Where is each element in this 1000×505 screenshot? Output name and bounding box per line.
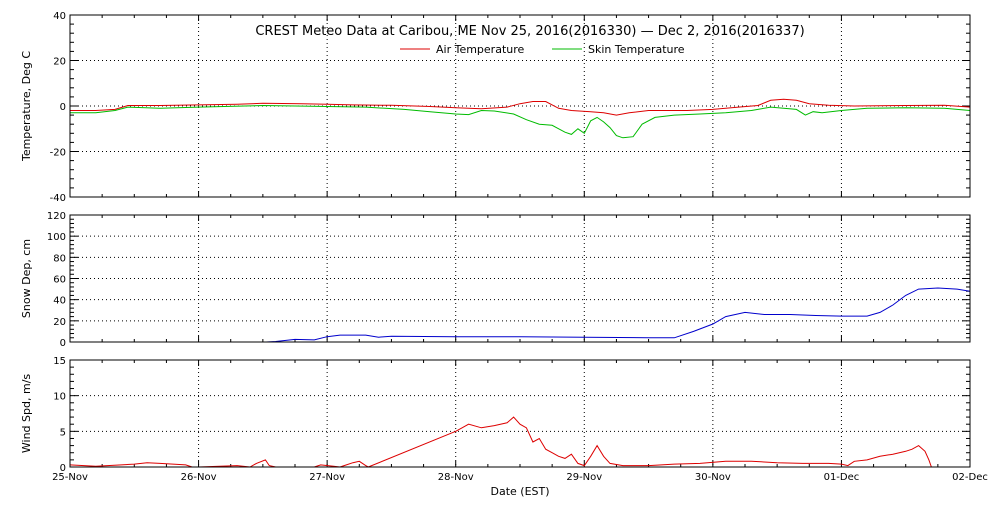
y-tick-label: 5 [60,427,66,438]
y-tick-label: -20 [50,148,66,159]
y-axis-title: Snow Dep, cm [20,239,33,318]
y-tick-label: 10 [53,392,66,403]
y-tick-label: 0 [60,338,66,349]
x-axis-title: Date (EST) [490,485,549,498]
legend-label-skin: Skin Temperature [588,43,685,56]
legend-label-air: Air Temperature [436,43,525,56]
series-line-2-1 [224,287,970,342]
x-tick-label: 25-Nov [52,472,88,483]
y-tick-label: 20 [53,317,66,328]
panel-frame [69,359,971,468]
x-tick-label: 28-Nov [438,472,474,483]
y-tick-label: 120 [47,211,66,222]
x-tick-label: 02-Dec [952,472,988,483]
x-tick-label: 26-Nov [181,472,217,483]
y-tick-label: 80 [53,253,66,264]
y-tick-label: 40 [53,296,66,307]
x-tick-label: 27-Nov [309,472,345,483]
series-line-3-1 [70,416,932,467]
x-tick-label: 30-Nov [695,472,731,483]
x-tick-label: 29-Nov [566,472,602,483]
x-tick-label: 01-Dec [824,472,860,483]
y-tick-label: 40 [53,11,66,22]
series-line-1-2 [70,104,970,139]
panel-3: 0 5 10 15 25-Nov 26-Nov 27-Nov 28-Nov 29-Nov 30-N… [20,356,988,483]
y-tick-label: 15 [53,356,66,367]
panel-2: 0 20 40 60 80 100 120 Snow Dep, cm [20,211,971,349]
panel-frame [69,14,971,198]
y-tick-label: 0 [60,102,66,113]
y-axis-title: Wind Spd, m/s [20,374,33,454]
y-tick-label: 20 [53,57,66,68]
series-line-1-1 [70,98,970,116]
chart-title: CREST Meteo Data at Caribou, ME Nov 25, … [255,24,804,39]
y-tick-label: 60 [53,275,66,286]
panel-1: -40 -20 0 20 40 Temperature, Deg C [20,11,971,204]
y-tick-label: 100 [47,232,66,243]
y-tick-label: -40 [50,193,66,204]
y-axis-title: Temperature, Deg C [20,51,33,162]
y-tick-label: 0 [60,463,66,474]
panel-frame [69,214,971,343]
